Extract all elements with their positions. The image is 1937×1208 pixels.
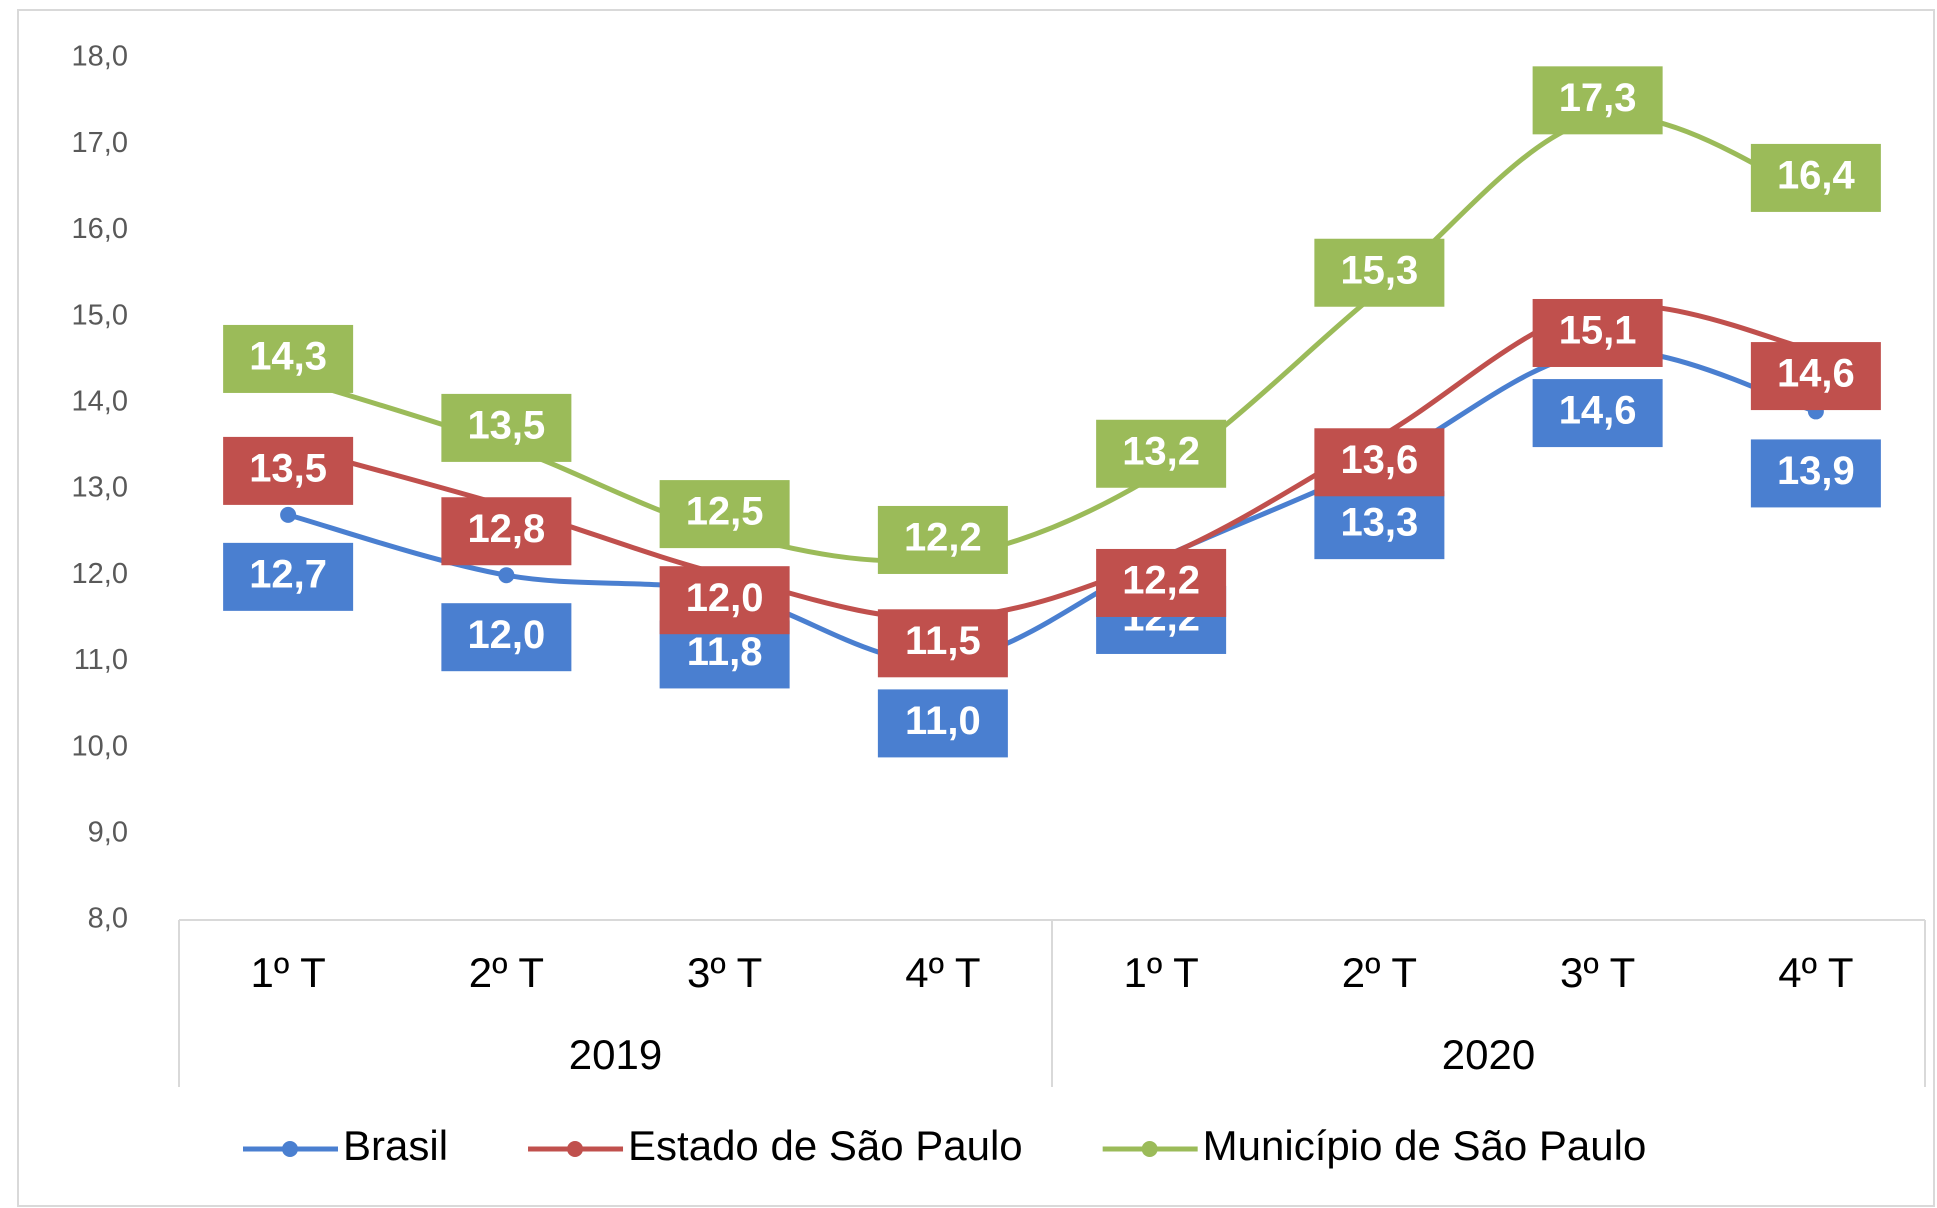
value-label: 11,0 [905, 699, 981, 743]
value-label: 13,6 [1340, 438, 1418, 482]
value-label: 12,0 [686, 576, 764, 620]
x-tick-label: 3º T [687, 949, 762, 996]
y-tick-label: 12,0 [72, 558, 128, 590]
y-tick-label: 10,0 [72, 730, 128, 762]
value-label-box [1096, 419, 1227, 488]
value-label: 12,7 [249, 552, 327, 596]
y-tick-label: 9,0 [88, 816, 128, 848]
value-label: 17,3 [1559, 76, 1637, 120]
value-label-box [223, 324, 354, 393]
value-label: 12,5 [686, 490, 764, 534]
value-label-box [1750, 342, 1881, 411]
value-label-box [877, 689, 1008, 758]
value-label: 15,1 [1559, 309, 1637, 353]
x-tick-label: 2º T [469, 949, 544, 996]
value-label: 11,8 [687, 630, 763, 674]
value-label: 12,2 [1122, 559, 1200, 603]
year-label: 2020 [1442, 1031, 1535, 1078]
value-label: 14,6 [1777, 352, 1855, 396]
legend-marker [567, 1141, 584, 1157]
data-point [280, 506, 297, 523]
value-label-box [441, 393, 572, 462]
x-tick-label: 1º T [1123, 949, 1198, 996]
value-label-box [1750, 143, 1881, 212]
value-label-box [877, 609, 1008, 678]
value-label: 13,2 [1122, 429, 1200, 473]
chart-frame [17, 9, 1935, 1207]
value-label: 14,3 [249, 335, 327, 379]
value-label: 13,5 [249, 446, 327, 490]
legend-label: Brasil [343, 1122, 448, 1169]
value-label-box [877, 505, 1008, 574]
y-tick-label: 11,0 [74, 644, 128, 676]
value-label: 15,3 [1340, 248, 1418, 292]
value-label: 13,3 [1340, 501, 1418, 545]
value-label-box [223, 542, 354, 611]
value-label-box [1750, 439, 1881, 508]
value-label-box [441, 603, 572, 672]
value-label-box [223, 436, 354, 505]
value-label-box [1314, 238, 1445, 307]
data-point [498, 567, 515, 584]
value-label: 12,8 [467, 507, 545, 551]
legend-label: Estado de São Paulo [628, 1122, 1023, 1169]
legend-marker [282, 1141, 298, 1157]
y-tick-label: 14,0 [72, 385, 128, 417]
value-label-box [441, 497, 572, 566]
value-label-box [1532, 66, 1663, 135]
value-label: 12,2 [904, 516, 982, 560]
legend-marker [1141, 1141, 1158, 1157]
x-tick-label: 4º T [905, 949, 980, 996]
x-tick-label: 3º T [1560, 949, 1635, 996]
legend-label: Município de São Paulo [1203, 1122, 1647, 1169]
y-tick-label: 18,0 [72, 41, 128, 73]
value-label-box [659, 566, 790, 635]
y-tick-label: 8,0 [88, 903, 128, 935]
x-tick-label: 4º T [1778, 949, 1853, 996]
x-tick-label: 1º T [250, 949, 325, 996]
value-label-box [1532, 298, 1663, 367]
y-tick-label: 13,0 [72, 472, 128, 504]
value-label-box [1096, 548, 1227, 617]
y-tick-label: 17,0 [72, 127, 128, 159]
y-tick-label: 15,0 [72, 299, 128, 331]
value-label: 13,5 [467, 403, 545, 447]
y-tick-label: 16,0 [72, 213, 128, 245]
value-label-box [1314, 491, 1445, 560]
value-label: 11,5 [905, 619, 981, 663]
x-tick-label: 2º T [1342, 949, 1417, 996]
value-label: 13,9 [1777, 449, 1855, 493]
value-label-box [659, 480, 790, 549]
value-label: 14,6 [1559, 389, 1637, 433]
value-label: 12,0 [467, 613, 545, 657]
value-label: 16,4 [1777, 153, 1856, 197]
year-label: 2019 [569, 1031, 662, 1078]
value-label-box [1532, 379, 1663, 448]
value-label-box [1314, 428, 1445, 497]
